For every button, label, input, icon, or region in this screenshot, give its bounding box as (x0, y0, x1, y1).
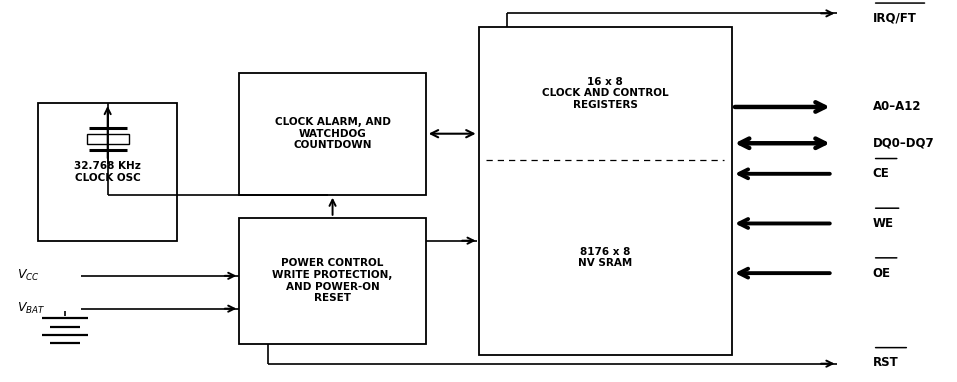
FancyBboxPatch shape (239, 218, 426, 344)
Text: 8176 x 8
NV SRAM: 8176 x 8 NV SRAM (578, 247, 633, 268)
FancyBboxPatch shape (86, 134, 128, 144)
Text: A0–A12: A0–A12 (873, 100, 922, 113)
Text: POWER CONTROL
WRITE PROTECTION,
AND POWER-ON
RESET: POWER CONTROL WRITE PROTECTION, AND POWE… (273, 258, 392, 303)
Text: IRQ/FT: IRQ/FT (873, 12, 917, 25)
Text: $V_{CC}$: $V_{CC}$ (17, 268, 40, 283)
Text: CE: CE (873, 167, 890, 180)
Text: OE: OE (873, 267, 891, 280)
FancyBboxPatch shape (239, 73, 426, 195)
FancyBboxPatch shape (478, 27, 732, 355)
Text: 16 x 8
CLOCK AND CONTROL
REGISTERS: 16 x 8 CLOCK AND CONTROL REGISTERS (542, 77, 669, 110)
Text: DQ0–DQ7: DQ0–DQ7 (873, 137, 934, 150)
FancyBboxPatch shape (38, 103, 177, 241)
Text: CLOCK ALARM, AND
WATCHDOG
COUNTDOWN: CLOCK ALARM, AND WATCHDOG COUNTDOWN (275, 117, 390, 150)
Text: $V_{BAT}$: $V_{BAT}$ (17, 301, 46, 316)
Text: RST: RST (873, 356, 899, 369)
Text: WE: WE (873, 217, 894, 230)
Text: 32.768 KHz
CLOCK OSC: 32.768 KHz CLOCK OSC (75, 161, 141, 183)
